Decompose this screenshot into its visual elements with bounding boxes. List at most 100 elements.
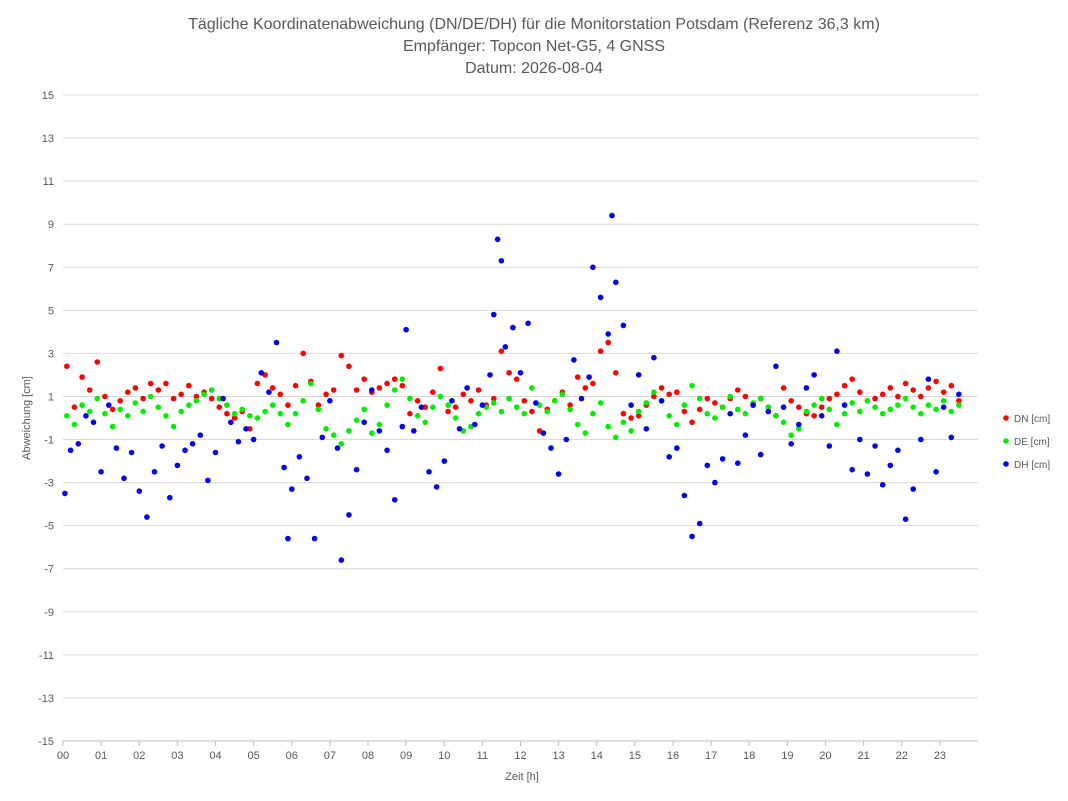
data-point	[170, 395, 177, 402]
data-point	[491, 400, 497, 406]
data-point	[918, 410, 924, 417]
data-point	[689, 533, 695, 540]
data-point	[925, 385, 932, 391]
data-point	[533, 400, 539, 406]
data-point	[445, 408, 451, 415]
data-point	[186, 402, 192, 408]
x-tick-label: 23	[934, 750, 946, 762]
data-point	[887, 385, 894, 391]
data-point	[517, 370, 524, 376]
data-point	[582, 430, 589, 436]
x-tick-label: 18	[743, 750, 755, 762]
data-point	[311, 535, 318, 542]
data-point	[559, 391, 566, 398]
data-point	[323, 391, 329, 398]
data-point	[620, 419, 627, 426]
data-point	[391, 497, 398, 503]
data-point	[296, 454, 303, 460]
data-point	[155, 404, 162, 411]
y-tick-label: -7	[44, 564, 54, 576]
data-point	[71, 421, 78, 428]
data-point	[696, 520, 703, 527]
data-point	[361, 406, 368, 413]
data-point	[643, 426, 650, 432]
data-point	[472, 421, 478, 428]
data-point	[487, 372, 493, 378]
data-point	[64, 363, 70, 370]
data-point	[613, 370, 619, 376]
data-point	[98, 469, 104, 475]
data-point	[872, 395, 878, 402]
data-point	[338, 557, 345, 563]
data-point	[834, 348, 840, 355]
x-tick-label: 12	[514, 750, 526, 762]
data-point	[597, 348, 604, 355]
data-point	[742, 432, 749, 439]
data-point	[857, 389, 863, 396]
data-point	[414, 413, 421, 419]
data-point	[628, 415, 634, 421]
data-point	[628, 428, 634, 434]
data-point	[956, 391, 962, 398]
data-point	[681, 408, 688, 415]
y-axis-ticks: 15 13 11 9 7 5 3 1 -1 -3 -5 -7 -9 -11 -13 -15	[38, 90, 54, 748]
data-point	[330, 387, 337, 393]
data-point	[940, 398, 947, 404]
data-point	[918, 393, 924, 400]
legend-marker	[1003, 438, 1009, 444]
data-point	[422, 419, 429, 426]
data-point	[292, 382, 299, 389]
data-point	[704, 410, 711, 417]
data-point	[441, 458, 448, 464]
data-point	[956, 402, 962, 408]
data-point	[818, 413, 825, 419]
data-point	[437, 393, 444, 400]
data-point	[376, 421, 383, 428]
x-axis-label: Zeit [h]	[505, 771, 539, 783]
data-point	[529, 385, 535, 391]
data-point	[243, 426, 249, 432]
x-tick-label: 16	[667, 750, 679, 762]
x-tick-label: 20	[819, 750, 831, 762]
data-point	[605, 331, 611, 337]
x-tick-label: 10	[438, 750, 450, 762]
data-point	[277, 410, 284, 417]
data-point	[933, 378, 939, 385]
y-tick-label: 13	[42, 133, 54, 145]
data-point	[773, 413, 779, 419]
data-point	[273, 339, 280, 346]
data-point	[140, 408, 146, 415]
data-point	[494, 236, 501, 243]
data-point	[849, 400, 855, 406]
data-point	[887, 462, 894, 469]
data-point	[613, 434, 619, 441]
data-point	[696, 395, 703, 402]
data-point	[841, 382, 848, 389]
data-point	[933, 406, 939, 413]
data-point	[620, 410, 627, 417]
data-point	[452, 404, 459, 411]
data-point	[513, 376, 520, 383]
data-point	[300, 398, 307, 404]
data-point	[742, 410, 749, 417]
data-point	[689, 382, 695, 389]
data-point	[498, 258, 505, 264]
data-point	[86, 387, 93, 393]
data-point	[205, 477, 211, 484]
data-point	[948, 434, 955, 441]
data-point	[456, 426, 463, 432]
data-point	[574, 421, 581, 428]
data-point	[167, 494, 173, 501]
data-point	[106, 402, 112, 408]
data-point	[582, 385, 589, 391]
x-tick-label: 03	[171, 750, 183, 762]
data-points	[62, 212, 962, 563]
data-point	[948, 382, 955, 389]
data-point	[231, 415, 238, 421]
data-point	[430, 404, 436, 411]
data-point	[750, 402, 756, 408]
data-point	[208, 395, 215, 402]
data-point	[948, 408, 955, 415]
data-point	[224, 402, 230, 408]
data-point	[346, 428, 352, 434]
